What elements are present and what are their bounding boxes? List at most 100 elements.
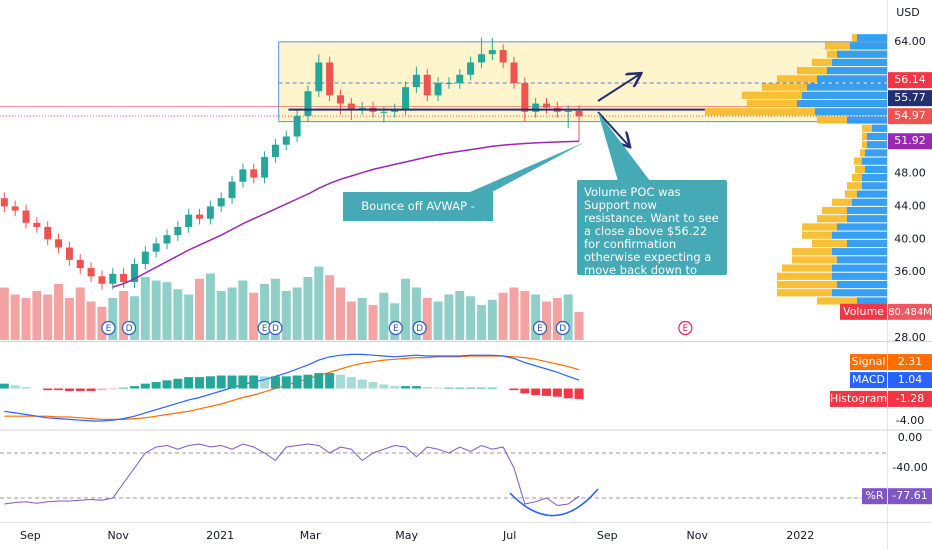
candle-body: [402, 87, 410, 110]
volume-bar: [205, 273, 215, 340]
volume-bar: [531, 294, 541, 340]
event-label: E: [682, 324, 688, 334]
profile-bar: [852, 173, 862, 182]
profile-bar: [827, 50, 837, 58]
indicator-value-box: [888, 390, 932, 407]
indicator-name-box: [850, 372, 887, 389]
event-marker: [678, 320, 693, 336]
candle-body: [358, 107, 366, 110]
volume-bar: [10, 294, 20, 340]
indicator-name: %R: [865, 489, 883, 502]
histogram-bar: [54, 388, 64, 391]
profile-bar: [847, 206, 887, 215]
candle-body: [499, 50, 507, 63]
profile-bar: [832, 272, 887, 280]
candle-body: [163, 235, 171, 244]
candle-body: [467, 62, 475, 75]
profile-bar: [847, 116, 887, 124]
event-marker: [101, 320, 116, 336]
macd-line: [4, 355, 580, 420]
profile-bar: [837, 223, 887, 231]
profile-bar: [862, 173, 887, 182]
profile-bar: [867, 132, 887, 141]
histogram-bar: [466, 387, 476, 389]
histogram-bar: [43, 388, 53, 391]
volume-bar: [509, 287, 519, 340]
volume-bar: [444, 294, 454, 340]
histogram-bar: [129, 386, 139, 389]
candle-body: [65, 247, 73, 260]
indicator-name-box: [850, 354, 887, 371]
x-tick-label: Sep: [20, 529, 41, 542]
drawing-layer: [343, 74, 727, 517]
candle-body: [271, 144, 279, 158]
volume-bar: [314, 266, 324, 340]
x-tick-label: Nov: [107, 529, 129, 542]
histogram-bar: [281, 376, 291, 389]
histogram-bar: [205, 376, 215, 389]
price-label-box: [888, 72, 932, 89]
histogram-bar: [303, 374, 313, 389]
histogram-bar: [346, 377, 356, 389]
histogram-bar: [531, 388, 541, 396]
event-label: D: [272, 324, 279, 334]
y-tick-label: 36.00: [894, 265, 926, 278]
volume-bar: [64, 298, 74, 340]
volume-bar: [0, 287, 9, 340]
profile-bar: [852, 198, 887, 206]
volume-bar: [466, 296, 476, 340]
event-marker: [388, 320, 403, 336]
profile-bar: [837, 256, 887, 264]
volume-bar: [411, 287, 421, 340]
histogram-bar: [314, 373, 324, 389]
volume-bar: [260, 284, 270, 340]
y-tick-label: 40.00: [894, 232, 926, 245]
profile-bar: [802, 223, 837, 231]
indicator-value-box: [888, 354, 932, 371]
candle-body: [33, 222, 41, 227]
macd-line: [4, 353, 580, 422]
histogram-bar: [368, 382, 378, 389]
volume-bar: [140, 277, 150, 340]
event-label: D: [416, 324, 423, 334]
candle-body: [206, 206, 214, 219]
event-marker: [532, 320, 548, 336]
histogram-bar: [108, 388, 118, 390]
profile-bar: [817, 215, 847, 223]
candle-body: [532, 103, 540, 112]
event-label: E: [106, 324, 112, 334]
candle-body: [120, 273, 128, 283]
histogram-bar: [86, 388, 96, 391]
profile-bar: [847, 182, 862, 190]
volume-bar: [216, 291, 226, 340]
candle-body: [250, 169, 258, 178]
volume-bar: [357, 298, 367, 340]
indicator-name: Histogram: [830, 392, 887, 405]
price-label: 56.14: [894, 73, 926, 86]
volume-bar: [129, 296, 139, 340]
profile-bar: [825, 42, 850, 50]
profile-bar: [862, 124, 872, 132]
event-label: D: [559, 324, 566, 334]
histogram-bar: [195, 377, 205, 389]
candle-body: [141, 251, 149, 264]
profile-bar: [832, 231, 887, 239]
y-tick-label: -40.00: [892, 461, 927, 474]
profile-bar: [837, 50, 887, 58]
profile-bar: [742, 91, 802, 99]
candle-body: [423, 74, 431, 96]
profile-bar: [807, 83, 887, 91]
candle-body: [293, 115, 301, 137]
candle-body: [55, 239, 63, 248]
histogram-bar: [444, 387, 454, 389]
histogram-bar: [422, 386, 432, 389]
event-marker: [412, 320, 427, 336]
event-label: D: [126, 324, 133, 334]
candle-body: [456, 74, 464, 84]
profile-bar: [845, 190, 857, 198]
volume-bar: [270, 278, 280, 340]
avwap-line: [112, 140, 580, 288]
profile-bar: [797, 67, 827, 75]
